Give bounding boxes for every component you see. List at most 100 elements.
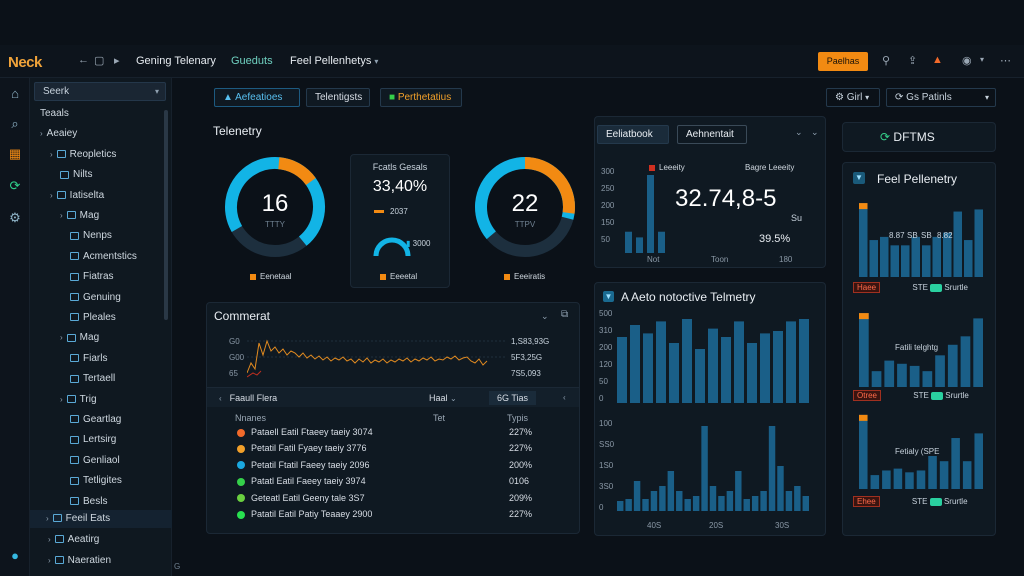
badge-label: STE (912, 283, 928, 292)
table-toolbar (207, 387, 579, 407)
sidebar-item[interactable]: Pleales (70, 312, 116, 323)
primary-button[interactable]: Paelhas (818, 52, 868, 71)
chart-bar (962, 461, 972, 489)
chart-bar (735, 471, 742, 511)
table-row[interactable]: Patatl Eatil Faeey taeiy 3974 0106 (237, 476, 577, 486)
home-icon[interactable]: ⌂ (11, 86, 19, 101)
dftms-card[interactable] (842, 122, 996, 152)
tab-label: Eeliatbook (606, 129, 653, 140)
sidebar-item[interactable]: Fiarls (70, 353, 107, 364)
col-tab[interactable]: 6G Tias (489, 391, 537, 405)
chart-bar (751, 496, 759, 511)
filter-toggle[interactable]: ‹ Faaull Flera (219, 393, 277, 403)
chevron-down-icon[interactable]: ⌄ (811, 127, 819, 137)
row-name: Geteatl Eatil Geeny tale 3S7 (251, 492, 365, 503)
chevron-down-icon[interactable]: ⌄ (795, 127, 803, 137)
chart-annotation: SB (907, 231, 918, 240)
mini-gauge-value: ▮ 3000 (406, 239, 430, 248)
chart-bar (785, 491, 793, 511)
chart-bar (901, 245, 910, 277)
grid-icon[interactable]: ▦ (8, 146, 22, 161)
globe-icon[interactable]: ◉ (962, 55, 972, 67)
badge-swatch (929, 497, 942, 506)
sidebar-item[interactable]: Genuing (70, 292, 121, 303)
chevron-down-icon: ▾ (374, 57, 379, 66)
tab-aefeatioes[interactable]: ▲ Aefeatioes (214, 88, 300, 107)
sidebar-item[interactable]: Besls (70, 496, 107, 507)
alert-icon[interactable]: ▲ (932, 54, 943, 66)
chart-bar (870, 475, 880, 489)
tab-perthetatius[interactable]: ■ Perthetatius (380, 88, 462, 107)
row-value: 227% (509, 509, 533, 519)
sidebar-item[interactable]: › Feeil Eats (46, 513, 110, 524)
sidebar-item[interactable]: › Mag (60, 210, 99, 221)
tab-telentigsts[interactable]: Telentigsts (306, 88, 370, 107)
filter-select[interactable]: ⚙ Girl ▾ (826, 88, 880, 107)
collapse-icon[interactable]: G (174, 562, 181, 571)
search-input[interactable]: Seerk ▾ (34, 82, 166, 101)
menu-dropdown[interactable]: Feel Pellenhetys ▾ (290, 55, 378, 67)
table-row[interactable]: Pataell Eatil Ftaeey taeiy 3074 227% (237, 427, 577, 437)
table-row[interactable]: Patatil Eatil Patiy Teaaey 2900 227% (237, 509, 577, 519)
help-icon[interactable]: ● (11, 548, 19, 563)
tab-aehnentait[interactable]: Aehnentait (677, 125, 747, 144)
folder-icon (70, 496, 79, 505)
search-icon[interactable]: ⌕ (11, 116, 19, 131)
status-dot (237, 510, 245, 519)
series-line (247, 339, 488, 374)
y-tick: 200 (599, 343, 613, 352)
sidebar-item[interactable]: › Trig (60, 394, 97, 405)
table-row[interactable]: Geteatl Eatil Geeny tale 3S7 209% (237, 493, 577, 503)
settings-icon[interactable]: ⚙ (9, 210, 21, 225)
sidebar-item[interactable]: Geartlag (70, 414, 121, 425)
chevron-left-icon[interactable]: ‹ (563, 393, 566, 402)
chart-annotation: Fatili telghtg (895, 343, 939, 352)
more-icon[interactable]: ⋯ (1000, 55, 1011, 67)
sidebar-item[interactable]: › Naeratien (48, 555, 111, 566)
tab-eeliatbook[interactable]: Eeliatbook (597, 125, 669, 144)
share-icon[interactable]: ⇪ (908, 55, 918, 67)
sidebar-item[interactable]: Tetligites (70, 475, 122, 486)
sidebar-item[interactable]: › Mag (60, 332, 99, 343)
chevron-down-icon[interactable]: ⌄ (541, 311, 549, 321)
chart-bar (871, 371, 882, 387)
chevron-down-icon[interactable]: ▾ (980, 55, 985, 64)
sidebar-item-label: Tetligites (83, 475, 122, 487)
sidebar-item[interactable]: Lertsirg (70, 434, 116, 445)
scrollbar[interactable] (164, 110, 168, 320)
options-select[interactable]: ⟳ Gs Patinls ▾ (886, 88, 996, 107)
folder-icon (66, 211, 76, 220)
sidebar-item-label: Aeaiey (46, 128, 78, 140)
x-tick: 20S (709, 521, 724, 530)
sidebar-item[interactable]: › Aeaiey (40, 128, 77, 139)
forward-icon[interactable]: ▸ (114, 55, 120, 67)
sidebar-item[interactable]: Acmentstics (70, 251, 137, 262)
section-header[interactable] (30, 510, 172, 528)
table-row[interactable]: Petatil Ftatil Faeey taeiy 2096 200% (237, 460, 577, 470)
sidebar-item[interactable]: Fiatras (70, 271, 114, 282)
window-icon[interactable]: ▢ (94, 55, 105, 67)
chart-bar-cap (859, 313, 869, 320)
expand-icon[interactable]: ⧉ (561, 309, 569, 320)
sidebar-item[interactable]: Nenps (70, 230, 112, 241)
row-value: 200% (509, 459, 533, 470)
sidebar-item[interactable]: Tertaell (70, 373, 115, 384)
sidebar-item[interactable]: Nilts (60, 169, 92, 180)
user-icon[interactable]: ⚲ (882, 55, 891, 67)
refresh-icon[interactable]: ⟳ (9, 178, 21, 193)
nav-link[interactable]: Gueduts (231, 55, 273, 67)
sidebar-item[interactable]: Genliaol (70, 455, 120, 466)
col-select[interactable]: Haal ⌄ (429, 393, 457, 403)
sidebar-item-label: Besls (83, 495, 108, 507)
folder-icon (66, 394, 76, 403)
sidebar-item[interactable]: Teaals (40, 108, 69, 119)
sidebar-item[interactable]: › Iatiselta (50, 190, 104, 201)
kpi-sub: 2037 (374, 207, 408, 216)
sidebar-item[interactable]: › Aeatirg (48, 534, 99, 545)
sidebar-item[interactable]: › Reopletics (50, 149, 116, 160)
table-row[interactable]: Petatil Fatil Fyaey taeiy 3776 227% (237, 443, 577, 453)
folder-icon (70, 415, 79, 424)
sidebar-item-label: Genliaol (83, 454, 120, 466)
back-icon[interactable]: ← (78, 54, 89, 66)
chart-bar (932, 236, 941, 277)
